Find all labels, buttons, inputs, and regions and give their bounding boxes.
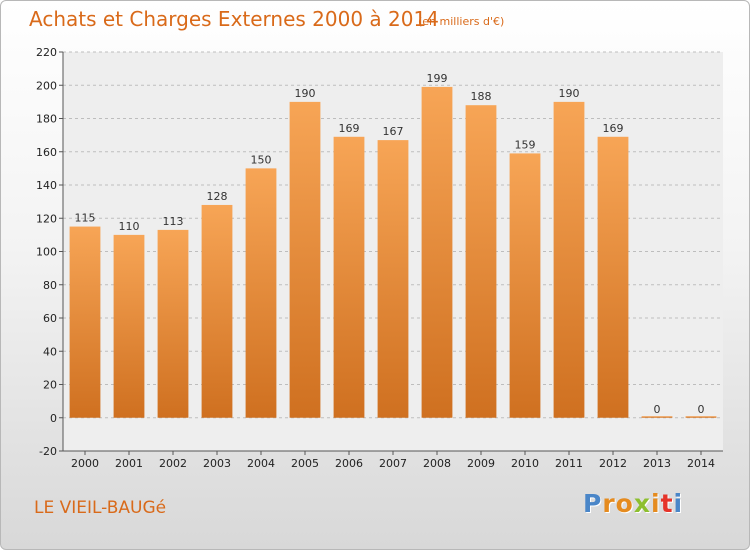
data-label-2000: 115 <box>75 212 96 225</box>
y-tick-label: 0 <box>50 412 57 425</box>
x-tick-label-2000: 2000 <box>71 457 99 470</box>
proxiti-logo: Proxiti <box>583 489 683 518</box>
logo-letter: P <box>583 489 603 518</box>
bar-2001 <box>113 234 145 418</box>
bar-2004 <box>245 168 277 418</box>
data-label-2002: 113 <box>163 215 184 228</box>
x-tick-label-2011: 2011 <box>555 457 583 470</box>
place-name: LE VIEIL-BAUGé <box>34 498 167 518</box>
data-label-2004: 150 <box>251 153 272 166</box>
x-tick-label-2012: 2012 <box>599 457 627 470</box>
bar-2012 <box>597 136 629 418</box>
bar-2013 <box>641 416 673 418</box>
x-tick-label-2004: 2004 <box>247 457 275 470</box>
x-tick-label-2005: 2005 <box>291 457 319 470</box>
bar-2003 <box>201 204 233 418</box>
logo-letter: x <box>633 489 651 518</box>
logo-letter: t <box>660 489 674 518</box>
logo-letter: r <box>602 489 616 518</box>
x-tick-label-2003: 2003 <box>203 457 231 470</box>
x-tick-label-2006: 2006 <box>335 457 363 470</box>
data-label-2010: 159 <box>515 138 536 151</box>
y-tick-label: -20 <box>39 445 57 458</box>
x-tick-label-2002: 2002 <box>159 457 187 470</box>
data-label-2012: 169 <box>603 122 624 135</box>
data-label-2011: 190 <box>559 87 580 100</box>
bar-2014 <box>685 416 717 418</box>
y-tick-label: 180 <box>36 113 57 126</box>
x-tick-label-2010: 2010 <box>511 457 539 470</box>
y-tick-label: 20 <box>43 379 57 392</box>
data-label-2005: 190 <box>295 87 316 100</box>
x-tick-label-2007: 2007 <box>379 457 407 470</box>
y-tick-label: 100 <box>36 246 57 259</box>
y-tick-label: 200 <box>36 79 57 92</box>
bar-2010 <box>509 153 541 418</box>
x-tick-label-2009: 2009 <box>467 457 495 470</box>
x-tick-label-2013: 2013 <box>643 457 671 470</box>
x-tick-label-2001: 2001 <box>115 457 143 470</box>
data-label-2009: 188 <box>471 90 492 103</box>
data-label-2008: 199 <box>427 72 448 85</box>
bar-2006 <box>333 136 365 418</box>
data-label-2003: 128 <box>207 190 228 203</box>
bar-2008 <box>421 86 453 418</box>
bar-2011 <box>553 101 585 418</box>
data-label-2001: 110 <box>119 220 140 233</box>
bar-2007 <box>377 140 409 418</box>
y-tick-label: 220 <box>36 46 57 59</box>
x-tick-label-2014: 2014 <box>687 457 715 470</box>
logo-letter: i <box>651 489 661 518</box>
logo-letter: o <box>615 489 634 518</box>
data-label-2014: 0 <box>698 403 705 416</box>
bar-2005 <box>289 101 321 418</box>
y-tick-label: 80 <box>43 279 57 292</box>
y-tick-label: 160 <box>36 146 57 159</box>
y-tick-label: 120 <box>36 212 57 225</box>
data-label-2006: 169 <box>339 122 360 135</box>
x-tick-label-2008: 2008 <box>423 457 451 470</box>
bar-2000 <box>69 226 101 418</box>
y-tick-label: 60 <box>43 312 57 325</box>
y-tick-label: 140 <box>36 179 57 192</box>
bar-2002 <box>157 229 189 418</box>
chart-title: Achats et Charges Externes 2000 à 2014 <box>29 7 439 31</box>
chart-subtitle: (en milliers d'€) <box>418 15 505 28</box>
logo-letter: i <box>673 489 684 518</box>
y-tick-label: 40 <box>43 345 57 358</box>
data-label-2007: 167 <box>383 125 404 138</box>
data-label-2013: 0 <box>654 403 661 416</box>
bar-2009 <box>465 105 497 418</box>
